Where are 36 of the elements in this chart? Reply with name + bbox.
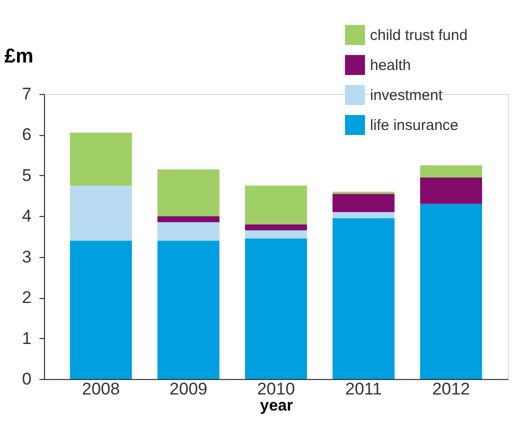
legend-label: health <box>370 57 411 74</box>
bar <box>332 212 395 218</box>
x-tick-label: 2009 <box>170 380 208 398</box>
bar <box>420 204 482 379</box>
bar <box>70 186 132 241</box>
bar <box>245 230 307 239</box>
y-tick-label: 2 <box>22 288 32 308</box>
x-axis-title: year <box>260 398 293 414</box>
y-tick-label: 7 <box>22 84 32 104</box>
y-tick-label: 6 <box>22 125 32 144</box>
x-tick-label: 2011 <box>345 380 382 398</box>
bar <box>70 240 132 379</box>
bar <box>245 238 307 379</box>
bar <box>420 177 482 204</box>
x-tick-label: 2012 <box>432 380 470 398</box>
bar <box>332 194 395 212</box>
x-tick-label: 2008 <box>82 380 120 398</box>
legend-label: investment <box>370 87 444 104</box>
bar <box>332 218 395 379</box>
y-tick-label: 4 <box>22 206 32 226</box>
bar <box>157 240 220 379</box>
bar <box>70 132 132 186</box>
bar <box>245 186 307 224</box>
bar <box>420 165 482 178</box>
legend-label: child trust fund <box>370 27 468 44</box>
bar <box>157 169 220 216</box>
y-tick-label: 0 <box>22 370 32 388</box>
y-axis-title: £m <box>4 46 34 68</box>
y-tick-label: 3 <box>22 247 32 266</box>
bar <box>157 222 220 241</box>
y-tick-label: 5 <box>22 166 32 185</box>
legend-label: life insurance <box>370 117 458 134</box>
bar <box>157 216 220 222</box>
y-tick-label: 1 <box>22 328 32 348</box>
bar <box>245 224 307 230</box>
x-tick-label: 2010 <box>257 380 295 398</box>
